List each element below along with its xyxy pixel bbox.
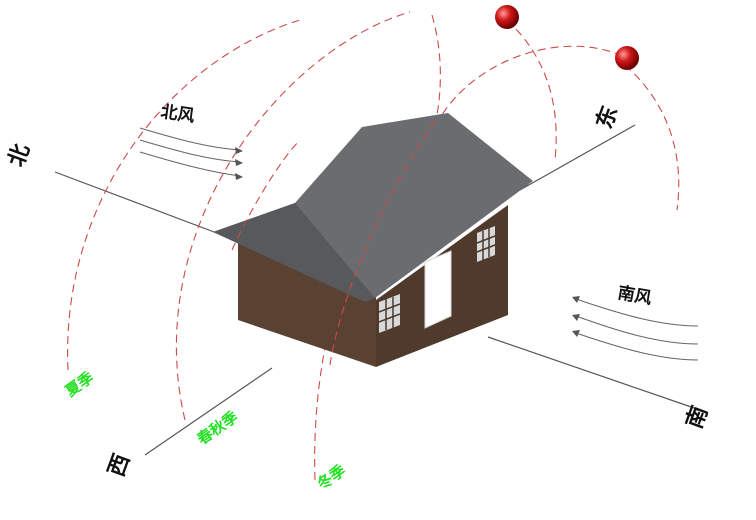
winter-sun-path-top (435, 45, 621, 126)
sun-icon (495, 5, 519, 29)
house-roof-gable-edge (213, 203, 375, 302)
summer-label: 夏季 (61, 368, 97, 401)
house (213, 113, 533, 367)
east-axis-line (519, 124, 636, 191)
sun-icon (615, 46, 639, 70)
east-label: 东 (591, 102, 623, 132)
north-wind-arrows (139, 127, 243, 180)
winter-label: 冬季 (314, 461, 349, 493)
north-wind-label: 北风 (159, 102, 195, 127)
house-door (424, 250, 452, 329)
summer-sun-path-left (67, 19, 301, 371)
spring-autumn-label: 春秋季 (194, 408, 241, 449)
winter-sun-path-right (624, 64, 680, 211)
summer-sun-path-right (506, 19, 557, 161)
west-axis-line (144, 367, 273, 456)
south-wind-label: 南风 (616, 282, 653, 309)
spring-autumn-sun-path-top (431, 14, 441, 121)
north-axis-line (54, 171, 231, 239)
south-label: 南 (682, 403, 713, 432)
west-label: 西 (104, 451, 135, 480)
north-label: 北 (4, 141, 35, 170)
spring-autumn-sun-path-front (231, 139, 301, 251)
south-wind-arrows (572, 296, 699, 361)
window-icon (476, 226, 496, 262)
window-icon (378, 294, 401, 333)
south-axis-line (487, 336, 701, 411)
spring-autumn-sun-path-left (175, 11, 411, 421)
winter-sun-path-front (329, 119, 437, 366)
